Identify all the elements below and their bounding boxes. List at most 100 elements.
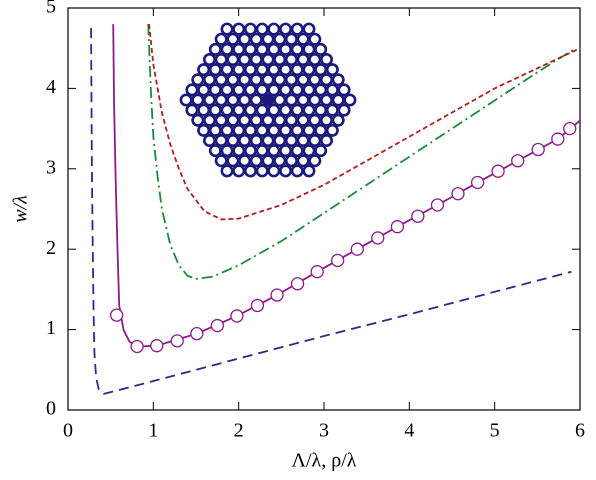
lattice-hole bbox=[263, 75, 273, 85]
lattice-hole bbox=[286, 75, 296, 85]
lattice-hole bbox=[286, 135, 296, 145]
lattice-hole bbox=[275, 95, 285, 105]
lattice-hole bbox=[216, 54, 226, 64]
marker bbox=[492, 165, 504, 177]
lattice-hole bbox=[304, 64, 314, 74]
lattice-hole bbox=[269, 105, 279, 115]
lattice-hole bbox=[304, 166, 314, 176]
lattice-hole bbox=[333, 95, 343, 105]
lattice-hole bbox=[234, 85, 244, 95]
lattice-hole bbox=[269, 64, 279, 74]
lattice-hole bbox=[245, 44, 255, 54]
marker bbox=[191, 328, 203, 340]
lattice-hole bbox=[245, 125, 255, 135]
lattice-hole bbox=[315, 145, 325, 155]
lattice-hole bbox=[251, 34, 261, 44]
marker bbox=[271, 289, 283, 301]
lattice-hole bbox=[280, 85, 290, 95]
lattice-hole bbox=[210, 44, 220, 54]
lattice-hole bbox=[228, 34, 238, 44]
lattice-hole bbox=[263, 34, 273, 44]
lattice-hole bbox=[216, 156, 226, 166]
y-axis-label: w/λ bbox=[10, 195, 32, 223]
lattice-hole bbox=[280, 24, 290, 34]
lattice-hole bbox=[327, 85, 337, 95]
marker bbox=[391, 221, 403, 233]
lattice-hole bbox=[310, 115, 320, 125]
y-tick-label: 1 bbox=[46, 317, 56, 339]
lattice-hole bbox=[275, 115, 285, 125]
lattice-hole bbox=[292, 44, 302, 54]
lattice-hole bbox=[304, 125, 314, 135]
lattice-hole bbox=[239, 95, 249, 105]
lattice-hole bbox=[193, 95, 203, 105]
lattice-hole bbox=[222, 44, 232, 54]
y-tick-label: 3 bbox=[46, 156, 56, 178]
marker bbox=[351, 243, 363, 255]
lattice-hole bbox=[315, 105, 325, 115]
lattice-hole bbox=[239, 75, 249, 85]
lattice-hole bbox=[204, 95, 214, 105]
lattice-hole bbox=[292, 24, 302, 34]
lattice-hole bbox=[298, 75, 308, 85]
lattice-hole bbox=[298, 95, 308, 105]
lattice-hole bbox=[315, 85, 325, 95]
lattice-hole bbox=[280, 105, 290, 115]
lattice-hole bbox=[286, 54, 296, 64]
lattice-hole bbox=[204, 135, 214, 145]
lattice-hole bbox=[210, 64, 220, 74]
lattice-hole bbox=[228, 135, 238, 145]
lattice-hole bbox=[222, 105, 232, 115]
lattice-hole bbox=[181, 95, 191, 105]
lattice-hole bbox=[257, 125, 267, 135]
marker bbox=[231, 310, 243, 322]
lattice-hole bbox=[263, 115, 273, 125]
x-tick-label: 0 bbox=[63, 420, 73, 442]
lattice-hole bbox=[275, 34, 285, 44]
lattice-hole bbox=[198, 85, 208, 95]
lattice-hole bbox=[321, 135, 331, 145]
lattice-hole bbox=[339, 105, 349, 115]
lattice-hole bbox=[292, 85, 302, 95]
lattice-hole bbox=[257, 85, 267, 95]
lattice-hole bbox=[257, 64, 267, 74]
lattice-hole bbox=[239, 115, 249, 125]
lattice-hole bbox=[286, 34, 296, 44]
marker bbox=[452, 188, 464, 200]
marker bbox=[532, 144, 544, 156]
lattice-hole bbox=[239, 156, 249, 166]
lattice-hole bbox=[204, 54, 214, 64]
lattice-hole bbox=[269, 166, 279, 176]
y-tick-label: 0 bbox=[46, 398, 56, 420]
lattice-hole bbox=[251, 54, 261, 64]
lattice-hole bbox=[251, 156, 261, 166]
lattice-hole bbox=[275, 135, 285, 145]
x-tick-label: 2 bbox=[234, 420, 244, 442]
lattice-hole bbox=[263, 95, 273, 105]
lattice-hole bbox=[321, 115, 331, 125]
lattice-hole bbox=[321, 75, 331, 85]
marker bbox=[131, 340, 143, 352]
lattice-hole bbox=[234, 105, 244, 115]
lattice-hole bbox=[187, 105, 197, 115]
lattice-hole bbox=[263, 135, 273, 145]
marker bbox=[564, 123, 576, 135]
lattice-hole bbox=[228, 115, 238, 125]
lattice-hole bbox=[269, 85, 279, 95]
lattice-hole bbox=[263, 156, 273, 166]
lattice-hole bbox=[234, 24, 244, 34]
lattice-hole bbox=[321, 95, 331, 105]
lattice-hole bbox=[234, 125, 244, 135]
lattice-hole bbox=[292, 64, 302, 74]
lattice-hole bbox=[304, 44, 314, 54]
lattice-hole bbox=[315, 44, 325, 54]
lattice-hole bbox=[257, 24, 267, 34]
lattice-hole bbox=[234, 166, 244, 176]
lattice-hole bbox=[269, 44, 279, 54]
lattice-hole bbox=[204, 115, 214, 125]
lattice-hole bbox=[333, 75, 343, 85]
lattice-hole bbox=[257, 145, 267, 155]
lattice-hole bbox=[345, 95, 355, 105]
lattice-hole bbox=[304, 105, 314, 115]
lattice-hole bbox=[216, 75, 226, 85]
